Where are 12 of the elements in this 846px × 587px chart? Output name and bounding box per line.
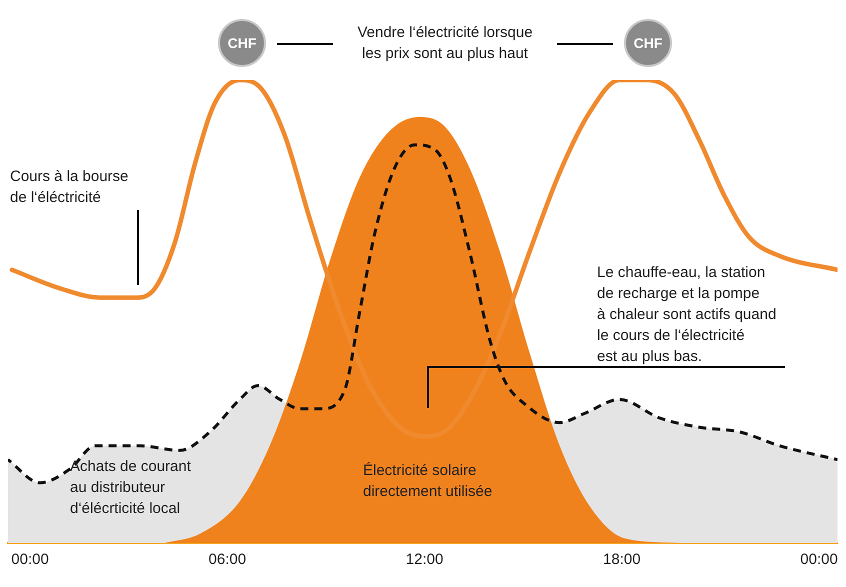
- annotation: Achats de courant au distributeur d‘élécrticité local: [70, 457, 192, 519]
- text: Vendre l‘électricité lorsque les prix sont au plus haut: [356, 23, 534, 64]
- coin-icon: CHF: [624, 19, 672, 67]
- annotation: Le chauffe-eau, la station de recharge et la pompe à chaleur sont actifs quand le cours de l‘électricité est au plus bas.: [597, 263, 778, 367]
- annotation: Électricité solaire directement utilisée: [363, 461, 494, 502]
- x-tick-label: 00:00: [800, 551, 838, 568]
- coin-icon: CHF: [218, 19, 266, 67]
- x-tick-label: 06:00: [208, 551, 246, 568]
- annotation: Cours à la bourse de l‘éléctricité: [10, 167, 130, 208]
- x-tick-label: 00:00: [11, 551, 49, 568]
- x-tick-label: 18:00: [603, 551, 641, 568]
- x-tick-label: 12:00: [406, 551, 444, 568]
